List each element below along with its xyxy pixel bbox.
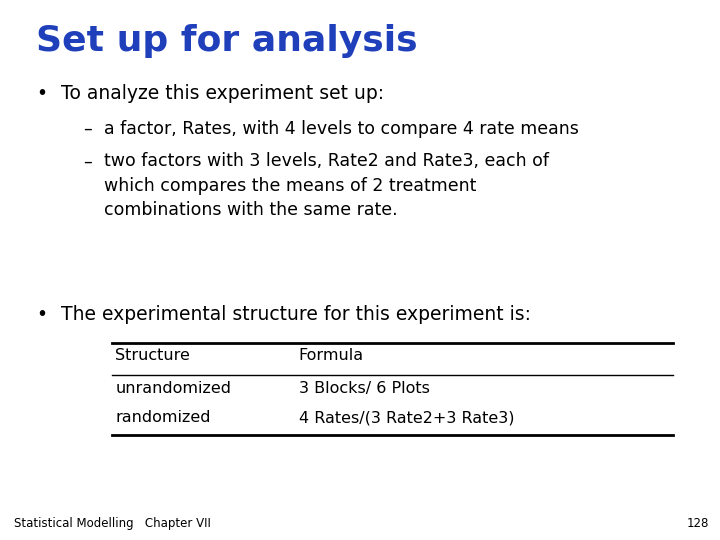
Text: two factors with 3 levels, Rate2 and Rate3, each of
which compares the means of : two factors with 3 levels, Rate2 and Rat… xyxy=(104,152,549,219)
Text: 4 Rates/(3 Rate2+3 Rate3): 4 Rates/(3 Rate2+3 Rate3) xyxy=(299,410,514,426)
Text: –: – xyxy=(83,152,91,170)
Text: 3 Blocks/ 6 Plots: 3 Blocks/ 6 Plots xyxy=(299,381,430,396)
Text: a factor, Rates, with 4 levels to compare 4 rate means: a factor, Rates, with 4 levels to compar… xyxy=(104,120,580,138)
Text: The experimental structure for this experiment is:: The experimental structure for this expe… xyxy=(61,305,531,324)
Text: •: • xyxy=(36,84,47,103)
Text: •: • xyxy=(36,305,47,324)
Text: unrandomized: unrandomized xyxy=(115,381,231,396)
Text: Statistical Modelling   Chapter VII: Statistical Modelling Chapter VII xyxy=(14,517,211,530)
Text: –: – xyxy=(83,120,91,138)
Text: To analyze this experiment set up:: To analyze this experiment set up: xyxy=(61,84,384,103)
Text: Formula: Formula xyxy=(299,348,364,363)
Text: randomized: randomized xyxy=(115,410,211,426)
Text: 128: 128 xyxy=(687,517,709,530)
Text: Set up for analysis: Set up for analysis xyxy=(36,24,418,58)
Text: Structure: Structure xyxy=(115,348,190,363)
